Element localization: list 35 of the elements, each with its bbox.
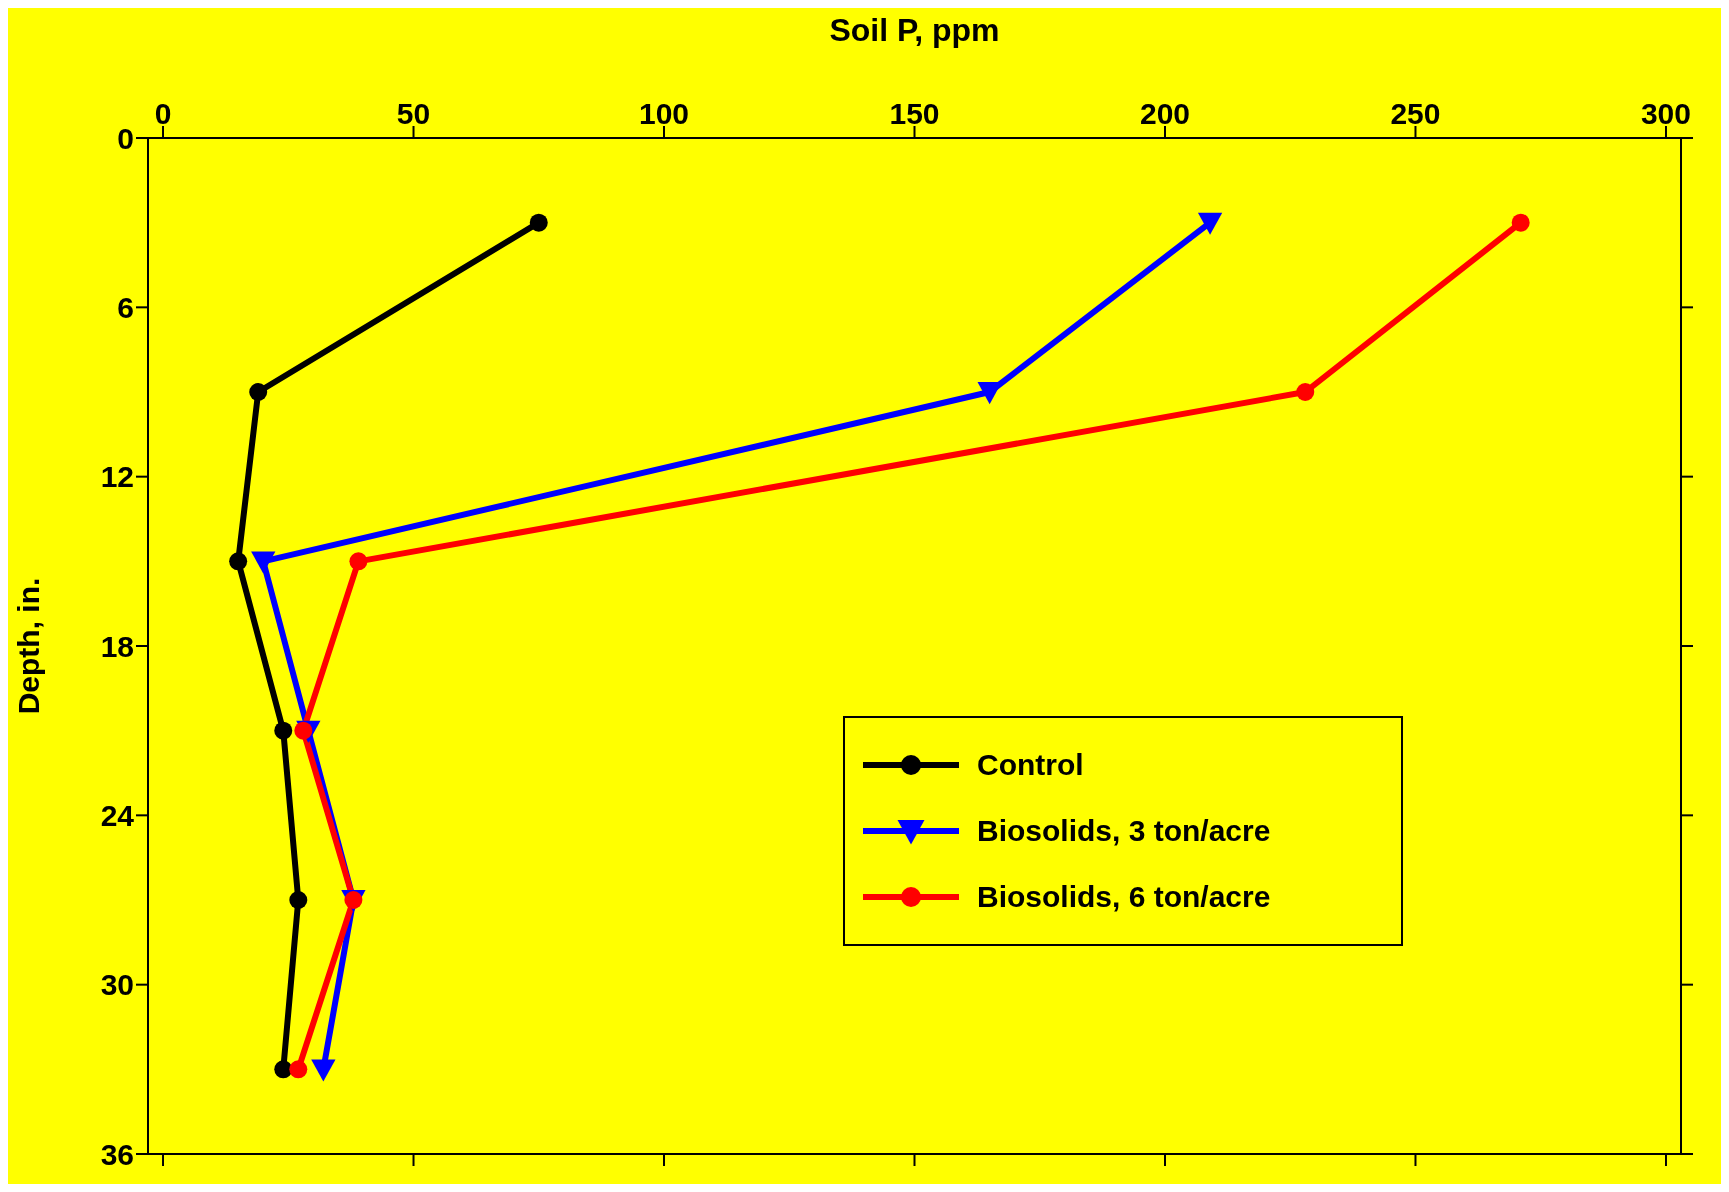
y-tick-label: 36 xyxy=(100,1137,134,1171)
x-tick-label: 300 xyxy=(1640,97,1691,130)
y-tick-label: 24 xyxy=(100,798,135,832)
point xyxy=(289,891,308,909)
legend-label: Control xyxy=(977,748,1084,782)
x-tick-label: 250 xyxy=(1390,97,1441,130)
legend-entry: Biosolids, 3 ton/acre xyxy=(861,798,1385,864)
point xyxy=(274,1060,293,1079)
y-tick-label: 6 xyxy=(117,290,134,324)
point xyxy=(1296,383,1315,401)
y-tick-label: 30 xyxy=(100,968,134,1002)
x-axis-title: Soil P, ppm xyxy=(829,11,1000,48)
point xyxy=(349,552,368,571)
x-tick-label: 150 xyxy=(889,97,940,130)
point xyxy=(529,213,548,232)
point xyxy=(1511,213,1530,232)
x-tick-label: 50 xyxy=(396,97,431,130)
point xyxy=(251,551,276,574)
point xyxy=(311,1059,336,1082)
point xyxy=(274,721,293,740)
y-tick-label: 0 xyxy=(117,121,134,155)
point xyxy=(229,552,248,571)
x-tick-label: 100 xyxy=(638,97,690,130)
point xyxy=(1197,212,1223,235)
legend-entry: Biosolids, 6 ton/acre xyxy=(861,864,1385,930)
y-axis-title: Depth, in. xyxy=(11,577,45,715)
y-tick-label: 12 xyxy=(100,460,134,494)
legend-entry: Control xyxy=(861,732,1385,798)
x-tick-label: 200 xyxy=(1139,97,1191,130)
point xyxy=(289,1060,308,1079)
legend-label: Biosolids, 3 ton/acre xyxy=(977,814,1271,848)
x-tick-label: 0 xyxy=(154,97,172,130)
y-tick-label: 18 xyxy=(100,629,134,663)
legend-label: Biosolids, 6 ton/acre xyxy=(977,880,1271,914)
point xyxy=(249,383,268,401)
